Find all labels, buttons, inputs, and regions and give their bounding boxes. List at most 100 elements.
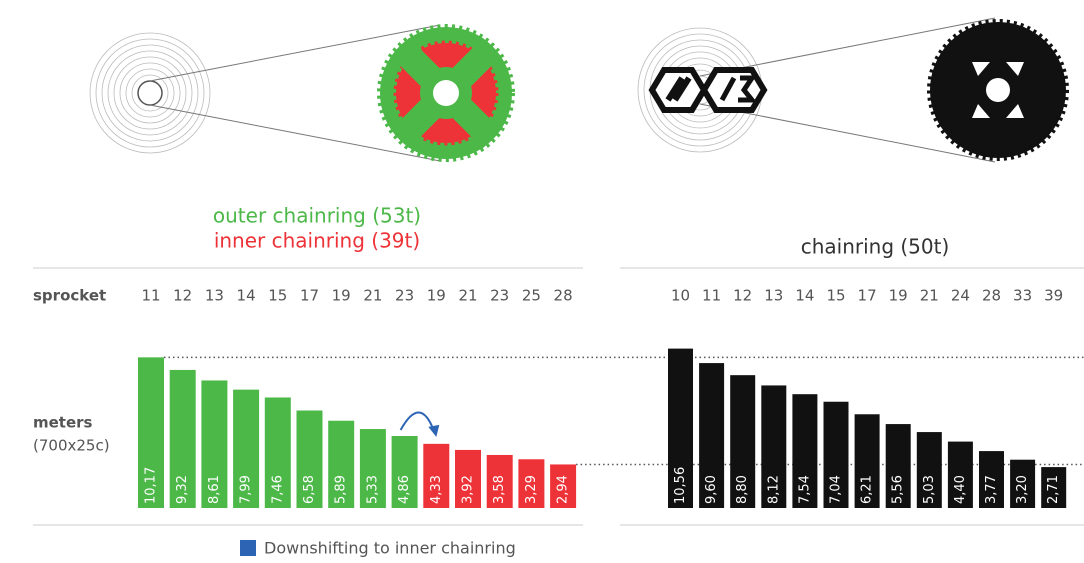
- x-tick-label: 11: [141, 287, 160, 305]
- bar: [550, 464, 577, 508]
- series-title: inner chainring (39t): [214, 229, 420, 253]
- bar: [916, 432, 942, 508]
- x-tick-label: 24: [951, 287, 970, 305]
- x-tick-label: 13: [205, 287, 224, 305]
- bar: [233, 389, 260, 508]
- value-label: 3,29: [524, 475, 539, 504]
- bar: [699, 363, 725, 508]
- value-label: 6,21: [860, 475, 875, 504]
- x-tick-label: 28: [982, 287, 1001, 305]
- x-tick-label: 14: [237, 287, 256, 305]
- x-tick-label: 21: [458, 287, 477, 305]
- value-label: 2,71: [1046, 475, 1061, 504]
- chain: [149, 24, 441, 82]
- bar: [854, 414, 880, 508]
- bar: [947, 441, 973, 508]
- value-label: 4,40: [953, 475, 968, 504]
- shift-arrow: [399, 411, 436, 433]
- bar: [455, 449, 481, 508]
- axis-label: meters: [33, 414, 93, 432]
- bar: [264, 397, 291, 508]
- x-tick-label: 25: [522, 287, 541, 305]
- bar: [792, 394, 818, 508]
- chain: [699, 17, 996, 77]
- chart-title: chainring (50t): [801, 235, 950, 259]
- value-label: 3,58: [492, 475, 507, 504]
- legend-label: Downshifting to inner chainring: [264, 539, 516, 558]
- series-title: outer chainring (53t): [213, 204, 421, 228]
- chain: [149, 104, 441, 162]
- x-tick-label: 17: [300, 287, 319, 305]
- x-tick-label: 15: [826, 287, 845, 305]
- bar: [1041, 467, 1067, 508]
- value-label: 10,56: [673, 467, 688, 504]
- bar: [391, 436, 418, 508]
- bar: [296, 410, 323, 508]
- bar: [359, 429, 386, 508]
- x-tick-label: 39: [1044, 287, 1063, 305]
- x-tick-label: 28: [554, 287, 573, 305]
- bar: [730, 375, 756, 508]
- bar: [979, 451, 1004, 508]
- x-tick-label: 19: [889, 287, 908, 305]
- value-label: 3,77: [984, 475, 999, 504]
- value-label: 8,80: [735, 475, 750, 504]
- x-tick-label: 21: [363, 287, 382, 305]
- x-tick-label: 11: [702, 287, 721, 305]
- bar: [823, 401, 849, 508]
- x-tick-label: 12: [733, 287, 752, 305]
- bar: [423, 443, 450, 508]
- value-label: 7,54: [797, 475, 812, 504]
- chain: [699, 103, 996, 163]
- bar: [138, 357, 164, 508]
- x-tick-label: 14: [795, 287, 814, 305]
- value-label: 9,60: [704, 475, 719, 504]
- value-label: 5,56: [891, 475, 906, 504]
- value-label: 7,04: [829, 475, 844, 504]
- axis-sublabel: (700x25c): [33, 437, 110, 455]
- bar: [1010, 459, 1036, 508]
- x-tick-label: 33: [1013, 287, 1032, 305]
- value-label: 7,99: [239, 475, 254, 504]
- row-label: sprocket: [33, 287, 106, 305]
- x-tick-label: 19: [427, 287, 446, 305]
- value-label: 5,89: [334, 475, 349, 504]
- bar: [486, 454, 513, 508]
- value-label: 9,32: [175, 475, 190, 504]
- x-tick-label: 13: [764, 287, 783, 305]
- value-label: 8,61: [207, 475, 222, 504]
- value-label: 5,03: [922, 475, 937, 504]
- bar: [885, 424, 911, 508]
- x-tick-label: 23: [395, 287, 414, 305]
- bar: [169, 369, 196, 508]
- x-tick-label: 23: [490, 287, 509, 305]
- chainring-green: [377, 24, 515, 162]
- bar: [328, 420, 355, 508]
- value-label: 10,17: [144, 467, 159, 504]
- x-tick-label: 19: [332, 287, 351, 305]
- value-label: 4,86: [397, 475, 412, 504]
- bar: [761, 385, 787, 508]
- value-label: 2,94: [556, 475, 571, 504]
- shift-arrow-head: [428, 424, 440, 437]
- logo-hexagons: [648, 67, 768, 113]
- value-label: 3,92: [461, 475, 476, 504]
- value-label: 5,33: [365, 475, 380, 504]
- value-label: 3,20: [1015, 475, 1030, 504]
- chainring-black: [927, 19, 1069, 161]
- legend-swatch: [240, 540, 256, 556]
- cassette-left: [89, 32, 211, 154]
- value-label: 7,46: [270, 475, 285, 504]
- x-tick-label: 10: [671, 287, 690, 305]
- bar: [201, 380, 228, 508]
- x-tick-label: 17: [858, 287, 877, 305]
- value-label: 6,58: [302, 475, 317, 504]
- value-label: 8,12: [766, 475, 781, 504]
- x-tick-label: 12: [173, 287, 192, 305]
- x-tick-label: 21: [920, 287, 939, 305]
- x-tick-label: 15: [268, 287, 287, 305]
- bar: [668, 348, 693, 508]
- bar: [518, 459, 545, 508]
- value-label: 4,33: [429, 475, 444, 504]
